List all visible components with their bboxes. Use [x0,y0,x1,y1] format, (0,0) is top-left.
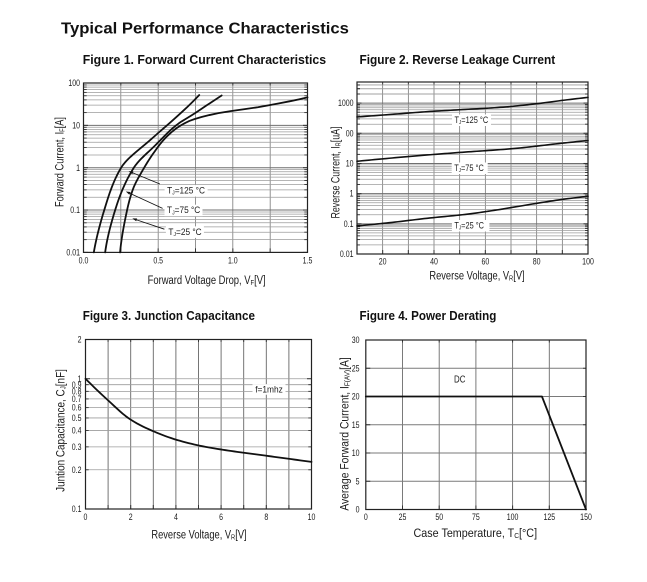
svg-text:0.9: 0.9 [72,380,82,390]
svg-text:75: 75 [472,512,480,522]
svg-text:Reverse Voltage, VR[V]: Reverse Voltage, VR[V] [151,528,246,542]
svg-text:20: 20 [379,257,387,267]
svg-text:TJ=125 °C: TJ=125 °C [167,185,205,197]
svg-text:10: 10 [352,448,360,458]
svg-text:100: 100 [68,78,80,88]
svg-text:TJ=75 °C: TJ=75 °C [167,205,200,217]
svg-text:Typical Performance Characteri: Typical Performance Characteristics [61,20,349,37]
svg-text:6: 6 [219,512,223,522]
svg-text:2: 2 [129,512,133,522]
svg-text:Figure 4. Power Derating: Figure 4. Power Derating [360,308,497,323]
svg-text:1: 1 [350,189,354,199]
svg-text:Figure 3. Junction Capacitance: Figure 3. Junction Capacitance [83,308,255,323]
svg-text:1: 1 [78,374,82,384]
svg-text:0.7: 0.7 [72,394,82,404]
svg-text:10: 10 [72,121,80,131]
svg-text:50: 50 [435,512,443,522]
svg-text:0.3: 0.3 [72,442,82,452]
svg-text:f=1mhz: f=1mhz [255,384,283,394]
svg-text:10: 10 [346,159,354,169]
svg-text:Forward Current, IF[A]: Forward Current, IF[A] [53,117,67,207]
svg-text:20: 20 [352,392,360,402]
svg-text:0.4: 0.4 [72,426,82,436]
svg-text:Case Temperature, TC[°C]: Case Temperature, TC[°C] [414,527,538,540]
svg-text:150: 150 [580,512,592,522]
svg-text:TJ=25 °C: TJ=25 °C [454,220,484,232]
svg-text:0.1: 0.1 [72,504,82,514]
svg-text:TJ=75 °C: TJ=75 °C [454,162,484,174]
svg-text:TJ=125 °C: TJ=125 °C [455,114,489,126]
svg-text:Juntion Capacitance, CJ[nF]: Juntion Capacitance, CJ[nF] [55,369,69,492]
svg-text:0.01: 0.01 [66,248,80,258]
svg-text:5: 5 [356,476,360,486]
svg-text:Reverse Voltage, VR[V]: Reverse Voltage, VR[V] [429,269,524,283]
svg-text:0.5: 0.5 [153,256,163,266]
svg-text:15: 15 [352,420,360,430]
svg-text:0.1: 0.1 [344,219,354,229]
svg-text:8: 8 [264,512,268,522]
svg-text:25: 25 [399,512,407,522]
svg-text:TJ=25 °C: TJ=25 °C [168,226,201,238]
svg-text:0.5: 0.5 [72,413,82,423]
svg-text:40: 40 [430,257,438,267]
svg-text:0: 0 [364,512,368,522]
svg-text:100: 100 [507,512,519,522]
svg-text:0.01: 0.01 [340,249,354,259]
svg-text:80: 80 [533,257,541,267]
svg-text:Average Forward Current, IF(AV: Average Forward Current, IF(AV)[A] [339,357,352,510]
svg-text:2: 2 [78,335,82,345]
svg-text:1.0: 1.0 [228,256,238,266]
svg-text:125: 125 [543,512,555,522]
svg-text:Figure 2. Reverse Leakage Curr: Figure 2. Reverse Leakage Current [360,53,556,68]
svg-text:0: 0 [356,505,360,515]
svg-text:100: 100 [582,257,594,267]
svg-text:25: 25 [352,363,360,373]
svg-text:0.1: 0.1 [70,205,80,215]
svg-text:Figure 1. Forward Current Char: Figure 1. Forward Current Characteristic… [83,53,326,67]
svg-text:0.0: 0.0 [79,256,89,266]
svg-text:00: 00 [346,128,354,138]
svg-text:30: 30 [352,335,360,345]
svg-text:4: 4 [174,512,178,522]
svg-text:0.8: 0.8 [72,387,82,397]
svg-text:1.5: 1.5 [303,256,313,266]
svg-text:1: 1 [76,163,80,173]
svg-text:0: 0 [84,512,88,522]
svg-text:DC: DC [454,374,466,385]
svg-text:1000: 1000 [338,98,354,108]
svg-text:10: 10 [308,512,316,522]
svg-text:0.6: 0.6 [72,403,82,413]
svg-text:0.2: 0.2 [72,465,82,475]
svg-text:60: 60 [481,257,489,267]
svg-text:Forward Voltage Drop, VF[V]: Forward Voltage Drop, VF[V] [148,274,266,288]
svg-text:Reverse Current, IR[uA]: Reverse Current, IR[uA] [329,126,343,218]
